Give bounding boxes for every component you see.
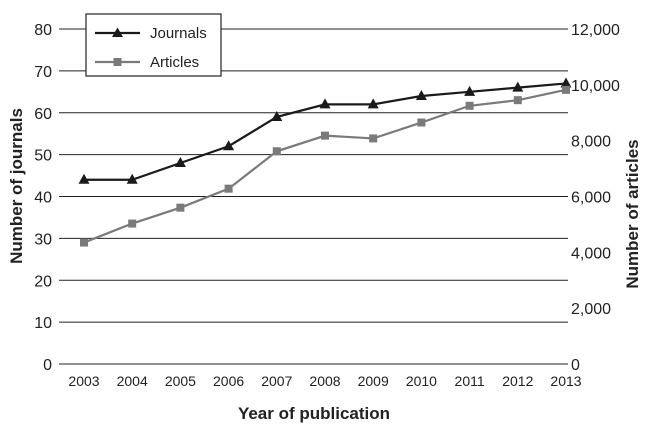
articles-point: [321, 131, 329, 140]
journals-point: [367, 98, 379, 109]
right-y-axis-ticks: 0 2,000 4,000 6,000 8,000 10,000 12,000: [571, 22, 620, 374]
articles-point: [465, 101, 474, 110]
right-y-axis-title: Number of articles: [623, 139, 642, 288]
articles-point: [272, 147, 281, 156]
x-axis-title: Year of publication: [238, 404, 390, 423]
articles-point: [80, 238, 88, 247]
articles-point: [128, 219, 137, 228]
x-tick-label: 2004: [117, 373, 148, 389]
series-group: [78, 77, 572, 247]
gridlines: [59, 28, 568, 365]
left-y-tick-label: 0: [43, 357, 52, 374]
left-y-tick-label: 70: [34, 64, 52, 81]
x-tick-label: 2009: [358, 373, 389, 389]
left-y-axis-title: Number of journals: [7, 108, 26, 264]
journals-point: [560, 77, 572, 88]
right-y-tick-label: 2,000: [571, 301, 611, 318]
right-y-tick-label: 4,000: [571, 245, 611, 262]
legend-box: [85, 13, 222, 77]
right-y-tick-label: 12,000: [571, 22, 620, 39]
legend-journals-marker: [112, 27, 123, 37]
x-tick-label: 2010: [406, 373, 437, 389]
journals-point: [78, 173, 90, 184]
right-y-tick-label: 6,000: [571, 190, 611, 207]
articles-point: [417, 118, 426, 127]
x-axis-ticks: 2003 2004 2005 2006 2007 2008 2009 2010 2011 2012…: [68, 373, 581, 389]
left-y-tick-label: 80: [34, 22, 52, 39]
left-y-axis-ticks: 0 10 20 30 40 50 60 70 80: [34, 22, 52, 374]
x-tick-label: 2005: [165, 373, 196, 389]
legend-articles-marker: [113, 58, 122, 66]
journals-point: [223, 140, 235, 151]
x-tick-label: 2006: [213, 373, 244, 389]
journals-point: [271, 110, 283, 121]
articles-point: [224, 184, 233, 193]
left-y-tick-label: 10: [34, 315, 52, 332]
x-tick-label: 2012: [502, 373, 533, 389]
left-y-tick-label: 50: [34, 148, 52, 165]
journals-point: [319, 98, 331, 109]
left-y-tick-label: 60: [34, 106, 52, 123]
articles-point: [513, 96, 522, 105]
right-y-tick-label: 0: [571, 357, 580, 374]
legend-articles-label: Articles: [150, 54, 199, 71]
right-y-tick-label: 8,000: [571, 134, 611, 151]
legend: Journals Articles: [85, 13, 222, 77]
journals-point: [126, 173, 138, 184]
left-y-tick-label: 20: [34, 273, 52, 290]
x-tick-label: 2008: [309, 373, 340, 389]
articles-point: [562, 85, 570, 94]
journals-point: [512, 81, 524, 92]
x-tick-label: 2013: [550, 373, 581, 389]
x-tick-label: 2007: [261, 373, 292, 389]
articles-point: [369, 134, 378, 143]
journals-point: [174, 157, 186, 167]
journals-point: [464, 85, 476, 96]
journals-series-line: [84, 82, 567, 181]
x-tick-label: 2011: [455, 373, 485, 389]
journals-point: [415, 90, 427, 100]
right-y-tick-label: 10,000: [571, 78, 620, 95]
left-y-tick-label: 40: [34, 190, 52, 207]
x-tick-label: 2003: [68, 373, 99, 389]
legend-journals-label: Journals: [150, 25, 207, 42]
left-y-tick-label: 30: [34, 231, 52, 248]
articles-point: [176, 203, 185, 212]
